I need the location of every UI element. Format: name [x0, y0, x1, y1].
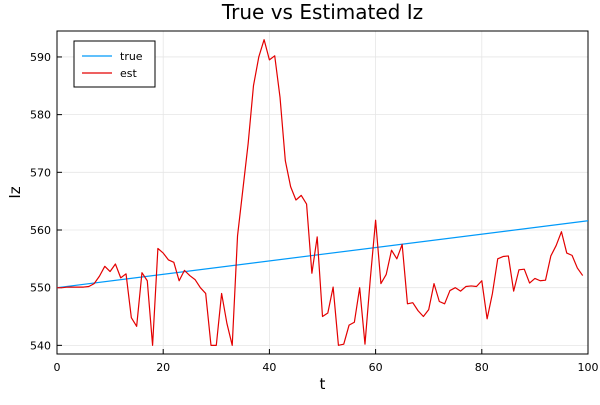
axes — [56, 30, 589, 355]
plot-frame — [56, 30, 589, 355]
x-tick-label: 100 — [578, 361, 599, 374]
legend-label-true: true — [120, 50, 143, 63]
chart-title: True vs Estimated Iz — [221, 0, 423, 24]
x-axis-label: t — [320, 375, 326, 393]
y-tick-label: 560 — [30, 224, 51, 237]
x-tick-label: 80 — [475, 361, 489, 374]
x-tick-label: 40 — [262, 361, 276, 374]
legend-items: true est — [82, 50, 143, 80]
series-line-true — [56, 220, 589, 289]
y-tick-label: 570 — [30, 166, 51, 179]
y-tick-label: 580 — [30, 109, 51, 122]
x-axis-ticks: 0 20 40 60 80 100 — [54, 349, 599, 374]
y-tick-label: 590 — [30, 51, 51, 64]
legend: true est — [73, 40, 156, 88]
x-tick-label: 0 — [54, 361, 61, 374]
legend-box — [73, 40, 156, 88]
x-tick-label: 20 — [156, 361, 170, 374]
series — [56, 39, 589, 346]
x-tick-label: 60 — [369, 361, 383, 374]
legend-label-est: est — [120, 67, 137, 80]
y-tick-label: 540 — [30, 339, 51, 352]
y-axis-label: Iz — [6, 186, 24, 198]
y-tick-label: 550 — [30, 282, 51, 295]
series-line-est — [57, 39, 584, 346]
